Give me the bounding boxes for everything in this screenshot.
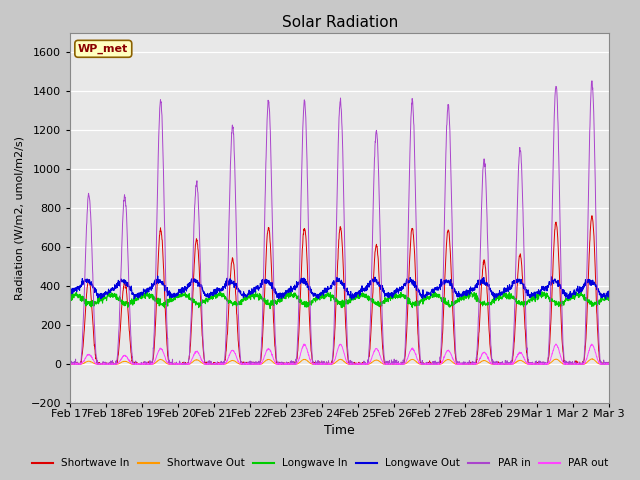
Longwave Out (154, 273, 161, 279)
Line: PAR in: PAR in (70, 81, 609, 364)
Shortwave Out (605, 361, 613, 367)
Longwave In (573, 293, 581, 299)
Longwave In (252, 288, 259, 293)
Longwave Out (605, 294, 613, 300)
Shortwave Out (558, 360, 566, 366)
PAR out (605, 360, 613, 366)
PAR out (573, 361, 580, 367)
Shortwave Out (217, 361, 225, 367)
PAR in (573, 361, 580, 367)
Longwave Out (355, 289, 363, 295)
Shortwave Out (573, 361, 580, 367)
Longwave In (605, 292, 613, 298)
Line: Longwave In: Longwave In (70, 290, 609, 309)
PAR in (588, 78, 596, 84)
PAR in (216, 361, 224, 367)
Longwave In (266, 306, 274, 312)
Legend: Shortwave In, Shortwave Out, Longwave In, Longwave Out, PAR in, PAR out: Shortwave In, Shortwave Out, Longwave In… (28, 454, 612, 472)
X-axis label: Time: Time (324, 424, 355, 437)
Longwave In (67, 293, 74, 299)
Shortwave Out (355, 361, 363, 367)
PAR out (558, 357, 566, 362)
Shortwave Out (67, 361, 74, 367)
PAR out (367, 357, 375, 362)
Line: Shortwave Out: Shortwave Out (70, 359, 609, 364)
Longwave In (558, 298, 566, 304)
Longwave In (497, 293, 504, 299)
Longwave In (216, 290, 224, 296)
PAR in (605, 361, 613, 367)
Shortwave In (67, 361, 74, 367)
Shortwave In (497, 361, 504, 367)
Line: Longwave Out: Longwave Out (70, 276, 609, 300)
PAR out (300, 341, 308, 347)
Text: WP_met: WP_met (78, 44, 129, 54)
PAR in (67, 361, 74, 367)
PAR in (367, 307, 374, 313)
Shortwave In (355, 361, 363, 367)
Longwave Out (217, 287, 225, 292)
Title: Solar Radiation: Solar Radiation (282, 15, 398, 30)
PAR out (497, 361, 504, 367)
PAR out (67, 361, 74, 367)
Line: Shortwave In: Shortwave In (70, 216, 609, 364)
Shortwave Out (497, 361, 504, 367)
PAR in (557, 289, 565, 295)
Longwave In (367, 296, 375, 301)
Longwave Out (367, 279, 375, 285)
PAR in (355, 360, 363, 366)
Shortwave In (558, 330, 566, 336)
Longwave Out (497, 290, 504, 296)
Longwave Out (67, 292, 74, 298)
Longwave Out (573, 288, 581, 293)
Longwave In (356, 296, 364, 301)
Shortwave In (573, 361, 580, 367)
Y-axis label: Radiation (W/m2, umol/m2/s): Radiation (W/m2, umol/m2/s) (15, 136, 25, 300)
PAR in (496, 361, 504, 367)
Longwave Out (490, 297, 498, 302)
Shortwave In (67, 361, 74, 367)
PAR out (355, 361, 363, 367)
Shortwave Out (367, 360, 375, 366)
Shortwave Out (589, 356, 596, 362)
PAR out (216, 361, 224, 367)
Shortwave In (605, 360, 613, 365)
Longwave Out (558, 289, 566, 295)
Shortwave In (588, 213, 596, 218)
Line: PAR out: PAR out (70, 344, 609, 364)
Shortwave In (217, 361, 225, 367)
Shortwave Out (68, 361, 76, 367)
Shortwave In (367, 328, 375, 334)
